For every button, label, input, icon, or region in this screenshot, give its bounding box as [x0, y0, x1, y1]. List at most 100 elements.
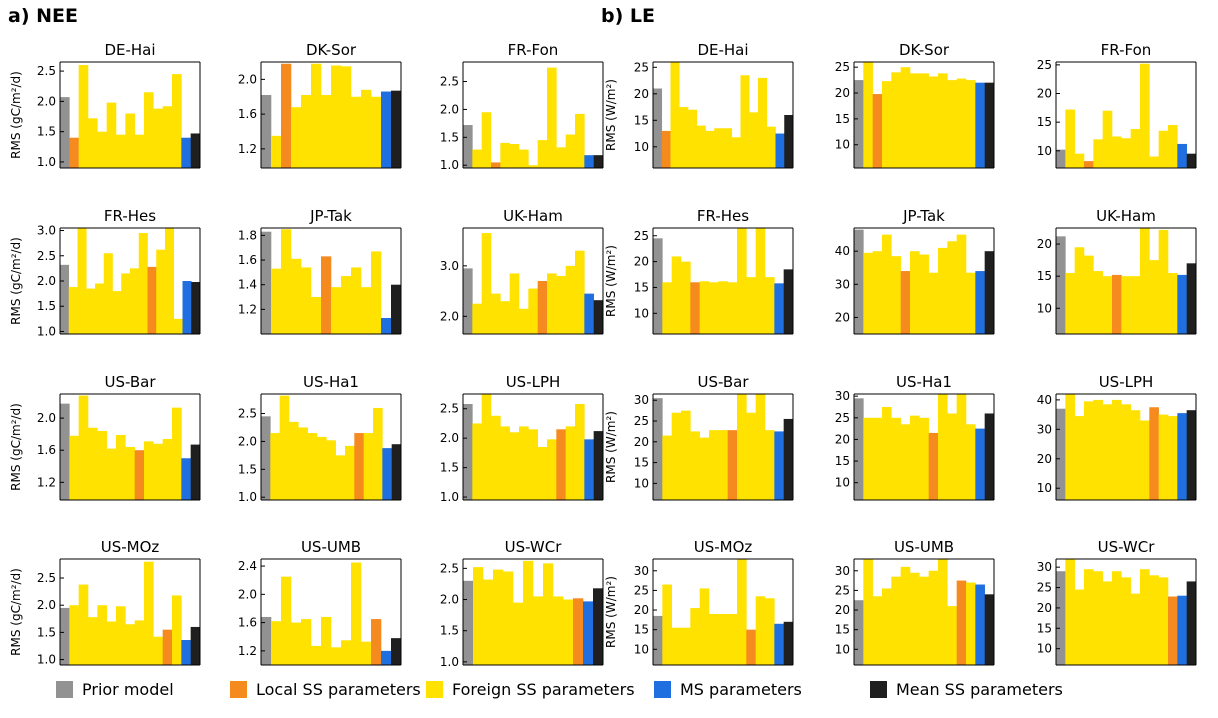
- subplot-title: JP-Tak: [902, 207, 945, 225]
- foreign-ss-bar: [130, 268, 140, 334]
- foreign-ss-bar: [301, 95, 312, 168]
- foreign-ss-bar: [966, 272, 976, 334]
- foreign-ss-bar: [1102, 276, 1113, 334]
- y-tick-label: 1.6: [238, 253, 257, 267]
- foreign-ss-bar: [86, 288, 96, 334]
- foreign-ss-bar: [565, 265, 576, 334]
- foreign-ss-bar: [503, 571, 514, 665]
- local-ss-bar: [956, 580, 967, 665]
- local-ss-bar: [69, 137, 79, 168]
- y-tick-label: 15: [1037, 269, 1052, 283]
- foreign-ss-bar: [97, 605, 107, 665]
- foreign-ss-bar: [765, 430, 775, 500]
- y-tick-label: 20: [835, 603, 850, 617]
- subplot-title: FR-Fon: [508, 41, 559, 59]
- foreign-ss-bar: [709, 282, 719, 334]
- prior-model-bar: [653, 398, 663, 500]
- foreign-ss-bar: [1158, 577, 1169, 665]
- subplot-b-dk-sor: DK-Sor 10 15 20 25: [835, 41, 995, 169]
- foreign-ss-bar: [872, 596, 883, 665]
- y-tick-label: 25: [634, 414, 649, 428]
- foreign-ss-bar: [311, 645, 322, 665]
- y-tick-label: 30: [835, 389, 850, 403]
- subplot-title: US-LPH: [506, 373, 561, 391]
- prior-model-bar: [463, 268, 473, 334]
- y-tick-label: 1.5: [440, 130, 459, 144]
- y-tick-label: 2.0: [37, 598, 56, 612]
- y-tick-label: 25: [1037, 58, 1052, 72]
- foreign-ss-bar: [335, 455, 346, 500]
- foreign-ss-bar: [891, 256, 901, 334]
- foreign-ss-bar: [331, 647, 342, 665]
- mean-ss-bar: [190, 626, 201, 665]
- foreign-ss-bar: [910, 251, 920, 334]
- foreign-ss-bar: [565, 134, 576, 168]
- ms-parameters-bar: [975, 82, 985, 168]
- prior-model-bar: [60, 607, 70, 665]
- foreign-ss-bar: [718, 613, 728, 665]
- y-tick-label: 30: [1037, 422, 1052, 436]
- foreign-ss-bar: [1093, 399, 1103, 500]
- legend-swatch: [426, 681, 443, 698]
- local-ss-bar: [1149, 407, 1159, 500]
- foreign-ss-bar: [900, 424, 911, 500]
- local-ss-bar: [134, 450, 145, 500]
- foreign-ss-bar: [331, 65, 342, 168]
- y-tick-label: 30: [835, 277, 850, 291]
- panel-b-label: b) LE: [601, 5, 655, 27]
- foreign-ss-bar: [134, 134, 145, 168]
- foreign-ss-bar: [709, 613, 719, 665]
- subplot-a-us-bar: US-Bar 1.2 1.6 2.0 RMS (gC/m²/d): [9, 373, 201, 501]
- y-tick-label: 1.0: [37, 653, 56, 667]
- foreign-ss-bar: [317, 436, 327, 500]
- foreign-ss-bar: [872, 251, 883, 334]
- foreign-ss-bar: [491, 415, 501, 500]
- mean-ss-bar: [391, 284, 402, 334]
- y-tick-label: 1.4: [238, 278, 257, 292]
- legend-label: Foreign SS parameters: [452, 680, 635, 699]
- foreign-ss-bar: [737, 559, 747, 665]
- foreign-ss-bar: [321, 616, 332, 665]
- prior-model-bar: [261, 616, 272, 665]
- y-axis-label: RMS (gC/m²/d): [9, 568, 23, 656]
- legend-swatch: [654, 681, 671, 698]
- mean-ss-bar: [783, 269, 794, 334]
- y-tick-label: 20: [1037, 452, 1052, 466]
- y-tick-label: 3.0: [440, 259, 459, 273]
- y-tick-label: 1.6: [37, 443, 56, 457]
- foreign-ss-bar: [153, 108, 163, 168]
- y-tick-label: 20: [634, 603, 649, 617]
- mean-ss-bar: [984, 594, 995, 665]
- subplot-a-fr-fon: FR-Fon 1.0 1.5 2.0 2.5: [440, 41, 604, 172]
- y-tick-label: 10: [1037, 301, 1052, 315]
- y-tick-label: 2.0: [37, 274, 56, 288]
- subplot-title: US-WCr: [505, 538, 563, 556]
- foreign-ss-bar: [863, 417, 873, 500]
- local-ss-bar: [1084, 161, 1094, 168]
- prior-model-bar: [60, 403, 70, 500]
- foreign-ss-bar: [341, 276, 352, 334]
- foreign-ss-bar: [709, 430, 719, 500]
- subplot-title: DK-Sor: [306, 41, 357, 59]
- foreign-ss-bar: [938, 73, 948, 168]
- subplot-a-de-hai: DE-Hai 1.0 1.5 2.0 2.5 RMS (gC/m²/d): [9, 41, 201, 169]
- local-ss-bar: [872, 94, 883, 168]
- foreign-ss-bar: [565, 426, 576, 500]
- y-tick-label: 15: [634, 280, 649, 294]
- subplot-b-us-umb: US-UMB 10 15 20 25 30: [835, 538, 995, 666]
- local-ss-bar: [1112, 274, 1122, 334]
- legend-swatch: [230, 681, 247, 698]
- local-ss-bar: [661, 130, 671, 168]
- prior-model-bar: [60, 264, 70, 334]
- local-ss-bar: [573, 598, 584, 665]
- y-tick-label: 1.2: [238, 302, 257, 316]
- mean-ss-bar: [391, 638, 402, 665]
- foreign-ss-bar: [78, 584, 89, 665]
- foreign-ss-bar: [1074, 589, 1085, 665]
- y-tick-label: 15: [835, 623, 850, 637]
- y-tick-label: 1.0: [37, 155, 56, 169]
- foreign-ss-bar: [1130, 276, 1141, 334]
- local-ss-bar: [900, 271, 911, 334]
- foreign-ss-bar: [162, 438, 173, 500]
- foreign-ss-bar: [910, 415, 920, 500]
